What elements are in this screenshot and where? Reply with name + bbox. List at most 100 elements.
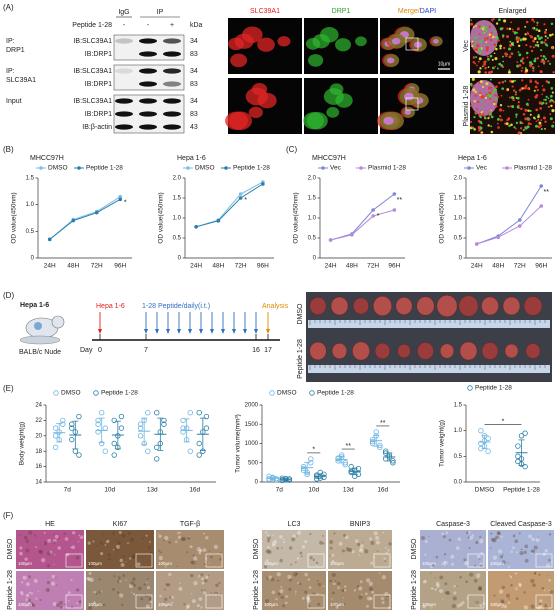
- puncta: [475, 56, 478, 59]
- cell: [230, 53, 248, 68]
- tissue-spot: [440, 562, 446, 567]
- cell: [225, 111, 249, 130]
- tissue-spot: [476, 554, 481, 559]
- tissue-spot: [132, 577, 136, 581]
- tissue-spot: [186, 604, 191, 608]
- puncta: [551, 91, 554, 94]
- puncta: [478, 33, 481, 35]
- tissue-spot: [177, 535, 182, 539]
- tissue-spot: [75, 555, 80, 560]
- ruler: [308, 320, 550, 328]
- tissue-spot: [25, 593, 30, 598]
- puncta: [490, 115, 494, 119]
- legend-label: Peptide 1-28: [317, 390, 354, 397]
- arrow-head: [188, 329, 192, 334]
- error-bar: [199, 417, 206, 451]
- puncta: [535, 124, 538, 128]
- cell: [335, 38, 351, 52]
- tissue-spot: [341, 549, 345, 553]
- puncta: [534, 85, 538, 89]
- puncta: [493, 102, 496, 106]
- puncta: [485, 82, 489, 86]
- tissue-spot: [93, 601, 96, 604]
- data-point: [145, 410, 151, 416]
- tissue-spot: [121, 603, 124, 607]
- puncta: [512, 30, 515, 33]
- puncta: [500, 94, 503, 97]
- mouse-head: [51, 315, 65, 329]
- data-point: [238, 196, 243, 200]
- tissue-spot: [148, 597, 153, 602]
- data-point: [522, 463, 528, 470]
- legend-label: Vec: [476, 165, 488, 172]
- arrow-head: [210, 329, 214, 334]
- tissue-spot: [136, 562, 141, 567]
- tissue-spot: [192, 554, 195, 557]
- puncta: [477, 70, 481, 74]
- puncta: [488, 33, 492, 37]
- tissue-spot: [99, 549, 101, 552]
- tissue-spot: [190, 573, 194, 578]
- puncta: [529, 64, 533, 68]
- puncta: [551, 54, 555, 58]
- panel-label: (C): [286, 145, 297, 154]
- data-point: [518, 433, 525, 439]
- puncta: [534, 57, 537, 60]
- puncta: [509, 40, 512, 43]
- data-point: [118, 194, 123, 199]
- inset-box: [307, 553, 325, 568]
- x-tick-label: 7d: [64, 487, 72, 494]
- tissue-spot: [420, 535, 426, 541]
- puncta: [498, 81, 501, 85]
- tissue-spot: [364, 548, 367, 551]
- error-bar: [351, 467, 358, 476]
- inset-box: [205, 553, 223, 568]
- ib-label: IB:SLC39A1: [73, 98, 112, 105]
- puncta: [540, 49, 543, 52]
- tissue-spot: [294, 593, 297, 595]
- tissue-spot: [47, 538, 52, 543]
- tumor-site: [34, 322, 42, 330]
- tissue-spot: [469, 535, 474, 540]
- puncta: [519, 121, 523, 125]
- tissue-spot: [47, 589, 50, 591]
- tissue-spot: [105, 538, 109, 542]
- tissue-spot: [333, 532, 336, 535]
- tissue-spot: [171, 595, 174, 599]
- tissue-spot: [442, 599, 444, 601]
- puncta: [478, 47, 482, 51]
- tissue-spot: [431, 606, 433, 609]
- legend-marker: [53, 390, 59, 396]
- tissue-spot: [344, 548, 347, 550]
- tissue-spot: [479, 539, 484, 544]
- puncta: [478, 57, 482, 61]
- tissue-spot: [19, 534, 21, 537]
- tissue-spot: [359, 552, 362, 554]
- data-point: [52, 425, 59, 431]
- tissue-spot: [295, 572, 299, 576]
- tissue-spot: [535, 537, 540, 542]
- tissue-spot: [276, 546, 279, 550]
- legend-marker: [224, 166, 228, 170]
- tissue-spot: [368, 587, 374, 592]
- tissue-spot: [452, 596, 457, 601]
- puncta: [515, 116, 518, 118]
- tissue-spot: [478, 585, 483, 590]
- tissue-spot: [78, 589, 80, 592]
- data-point: [118, 197, 123, 202]
- puncta: [524, 108, 528, 112]
- ihc-image: [262, 530, 326, 569]
- tissue-spot: [451, 604, 457, 609]
- puncta: [550, 22, 554, 26]
- tissue-spot: [520, 548, 523, 551]
- tissue-spot: [501, 585, 506, 589]
- scale-label: 10μm: [438, 61, 451, 67]
- data-point: [196, 440, 202, 447]
- tissue-spot: [279, 558, 283, 563]
- group-label: Input: [6, 98, 22, 105]
- tissue-spot: [164, 535, 169, 541]
- puncta: [543, 55, 546, 58]
- puncta: [511, 28, 514, 31]
- tissue-spot: [539, 599, 543, 603]
- legend-marker: [467, 166, 471, 170]
